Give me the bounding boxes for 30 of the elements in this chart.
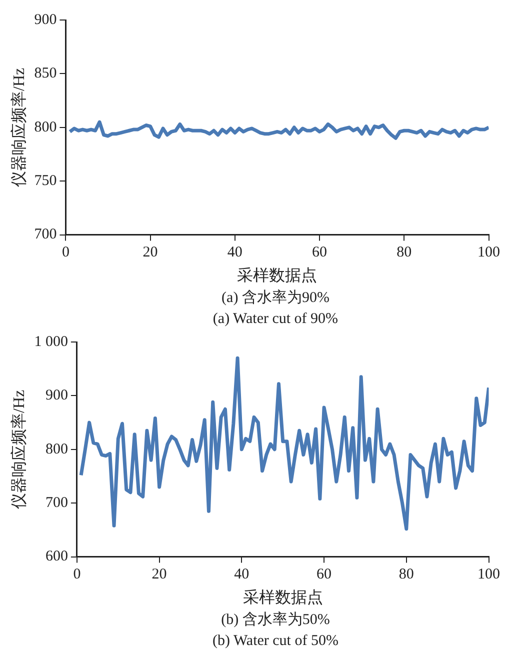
y-tick-label: 900 xyxy=(34,12,57,28)
y-tick-label: 600 xyxy=(45,548,68,565)
text: (a) 含水率为90% xyxy=(220,288,330,308)
x-tick-label: 100 xyxy=(478,244,500,261)
y-tick-label: 900 xyxy=(45,388,68,404)
x-axis-title: 采样数据点 xyxy=(242,588,323,607)
y-tick-label: 800 xyxy=(45,441,68,458)
y-tick-label: 750 xyxy=(34,173,57,190)
y-tick-label: 700 xyxy=(45,495,68,512)
x-tick-label: 60 xyxy=(316,566,332,583)
x-tick-label: 40 xyxy=(227,244,242,261)
x-tick-label: 0 xyxy=(62,244,70,261)
x-tick-label: 0 xyxy=(73,566,81,583)
y-tick-label: 850 xyxy=(34,66,57,82)
y-tick-label: 1 000 xyxy=(34,334,68,350)
x-tick-label: 40 xyxy=(234,566,250,583)
y-axis-title: 仪器响应频率/Hz xyxy=(10,390,28,509)
y-axis-title: 仪器响应频率/Hz xyxy=(10,68,28,187)
text: (b) Water cut of 50% xyxy=(212,632,340,651)
x-tick-label: 60 xyxy=(312,244,328,261)
x-tick-label: 100 xyxy=(478,566,500,583)
y-tick-label: 800 xyxy=(34,119,57,136)
x-tick-label: 20 xyxy=(152,566,167,583)
text: (a) Water cut of 90% xyxy=(212,310,340,329)
y-tick-label: 700 xyxy=(34,226,57,243)
text: (b) 含水率为50% xyxy=(220,610,331,630)
x-axis-title: 采样数据点 xyxy=(237,266,318,285)
x-tick-label: 80 xyxy=(396,244,412,261)
x-tick-label: 80 xyxy=(398,566,414,583)
x-tick-label: 20 xyxy=(142,244,158,261)
